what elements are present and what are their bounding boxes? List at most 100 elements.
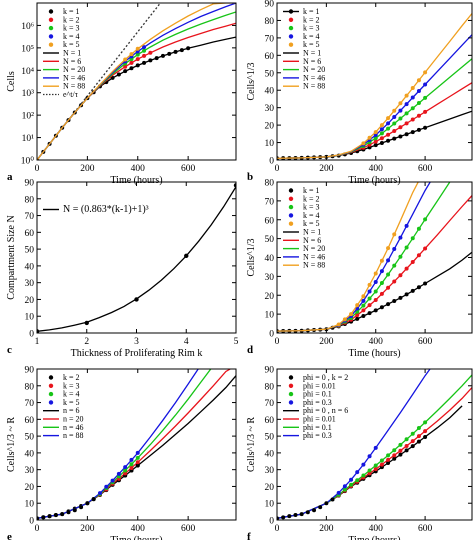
data-point-black <box>305 510 310 515</box>
data-point-green <box>398 442 403 447</box>
data-point-black <box>85 501 90 506</box>
legend-swatch-marker <box>48 375 54 380</box>
data-point-black <box>330 497 335 502</box>
y-tick-label: 40 <box>265 87 275 97</box>
legend-label: N = 1 <box>303 49 321 58</box>
y-axis-label: Cells^1/3 <box>246 238 257 276</box>
data-point-green <box>135 52 140 57</box>
legend-swatch-marker <box>48 383 54 388</box>
data-point-blue <box>398 108 403 113</box>
data-point-blue <box>361 298 366 303</box>
data-point-red <box>398 125 403 130</box>
y-axis-label: Cells^1/3 ~ R <box>6 417 17 472</box>
data-point-black <box>287 514 292 519</box>
data-point-black <box>423 125 428 130</box>
y-tick-label: 50 <box>265 69 275 79</box>
data-point-red <box>379 462 384 467</box>
panel-a: 0 200 400 600 10⁰ 10¹ 10² 10³ 10⁴ 10⁵ 10⁶ Time (hou… <box>6 2 237 186</box>
data-point-black <box>318 505 323 510</box>
data-point-red <box>410 439 415 444</box>
data-point-black <box>154 56 159 61</box>
data-point-blue <box>367 289 372 294</box>
legend-label: k = 4 <box>303 211 320 220</box>
data-point-orange <box>392 108 397 113</box>
y-tick-label: 0 <box>269 517 274 527</box>
data-point-orange <box>367 282 372 287</box>
data-point-red <box>416 253 421 258</box>
data-point-orange <box>367 135 372 140</box>
y-tick-label: 10³ <box>22 89 35 99</box>
legend-label: n = 88 <box>63 431 84 440</box>
y-axis-label: Cells <box>6 71 17 92</box>
y-tick-label: 10⁰ <box>21 156 35 167</box>
data-point-green <box>386 453 391 458</box>
y-tick-label: 10⁵ <box>21 44 34 54</box>
x-tick-label: 1 <box>35 337 40 347</box>
data-point-green <box>410 236 415 241</box>
data-point-green <box>361 473 366 478</box>
legend-label: n = 46 <box>63 423 84 432</box>
x-tick-label: 200 <box>80 164 95 174</box>
data-point-black <box>404 132 409 137</box>
data-point-black <box>47 514 52 519</box>
legend-label: N = 20 <box>303 65 325 74</box>
y-tick-label: 80 <box>25 382 35 392</box>
y-tick-label: 20 <box>265 483 275 493</box>
data-point-black <box>355 316 360 321</box>
data-point-black <box>379 140 384 145</box>
legend-swatch-marker <box>48 17 54 22</box>
data-point-red <box>142 53 147 58</box>
data-point <box>233 183 236 188</box>
data-point-blue <box>373 133 378 138</box>
data-point-red <box>135 57 140 62</box>
x-tick-label: 400 <box>369 164 384 174</box>
legend-label: e^t/τ <box>63 90 79 99</box>
data-point-orange <box>355 303 360 308</box>
data-point-black <box>116 72 121 77</box>
legend-label: k = 4 <box>303 32 320 41</box>
legend-swatch-marker <box>288 204 294 210</box>
y-tick-label: 30 <box>25 279 35 289</box>
y-tick-label: 20 <box>25 296 35 306</box>
y-tick-label: 50 <box>265 235 275 245</box>
legend-label: k = 5 <box>63 40 80 49</box>
data-point-black <box>324 501 329 506</box>
legend-label: N = 6 <box>303 236 321 245</box>
legend-label: k = 5 <box>63 398 80 407</box>
data-point-green <box>423 420 428 425</box>
data-point-black <box>167 51 172 56</box>
data-point-red <box>386 457 391 462</box>
data-point-green <box>135 455 140 460</box>
y-tick-label: 0 <box>29 517 34 527</box>
data-point-red <box>404 444 409 449</box>
data-point-green <box>367 468 372 473</box>
legend: k = 1k = 2k = 3k = 4k = 5N = 1N = 6N = 2… <box>43 7 85 99</box>
y-tick-label: 80 <box>265 17 275 27</box>
y-tick-label: 0 <box>269 330 274 340</box>
y-tick-label: 50 <box>25 433 35 443</box>
data-point-blue <box>379 127 384 132</box>
x-tick-label: 200 <box>319 337 334 347</box>
data-point-red <box>129 465 134 470</box>
legend-swatch-marker <box>48 400 54 405</box>
x-axis-label: Time (hours) <box>110 535 162 540</box>
data-point-black <box>373 143 378 148</box>
data-point-red <box>355 313 360 318</box>
data-point-green <box>379 280 384 285</box>
data-point-black <box>410 288 415 293</box>
legend-swatch-marker <box>288 17 294 22</box>
data-point-green <box>379 458 384 463</box>
data-point-blue <box>116 471 121 476</box>
data-point-green <box>342 487 347 492</box>
legend-label: n = 6 <box>63 406 80 415</box>
data-point-red <box>423 246 428 251</box>
legend-label: N = 20 <box>303 244 325 253</box>
data-point-red <box>373 467 378 472</box>
y-tick-label: 0 <box>269 157 274 167</box>
x-tick-label: 200 <box>80 524 95 534</box>
data-point-red <box>398 273 403 278</box>
legend-swatch-marker <box>288 383 294 388</box>
data-point-black <box>41 515 46 520</box>
